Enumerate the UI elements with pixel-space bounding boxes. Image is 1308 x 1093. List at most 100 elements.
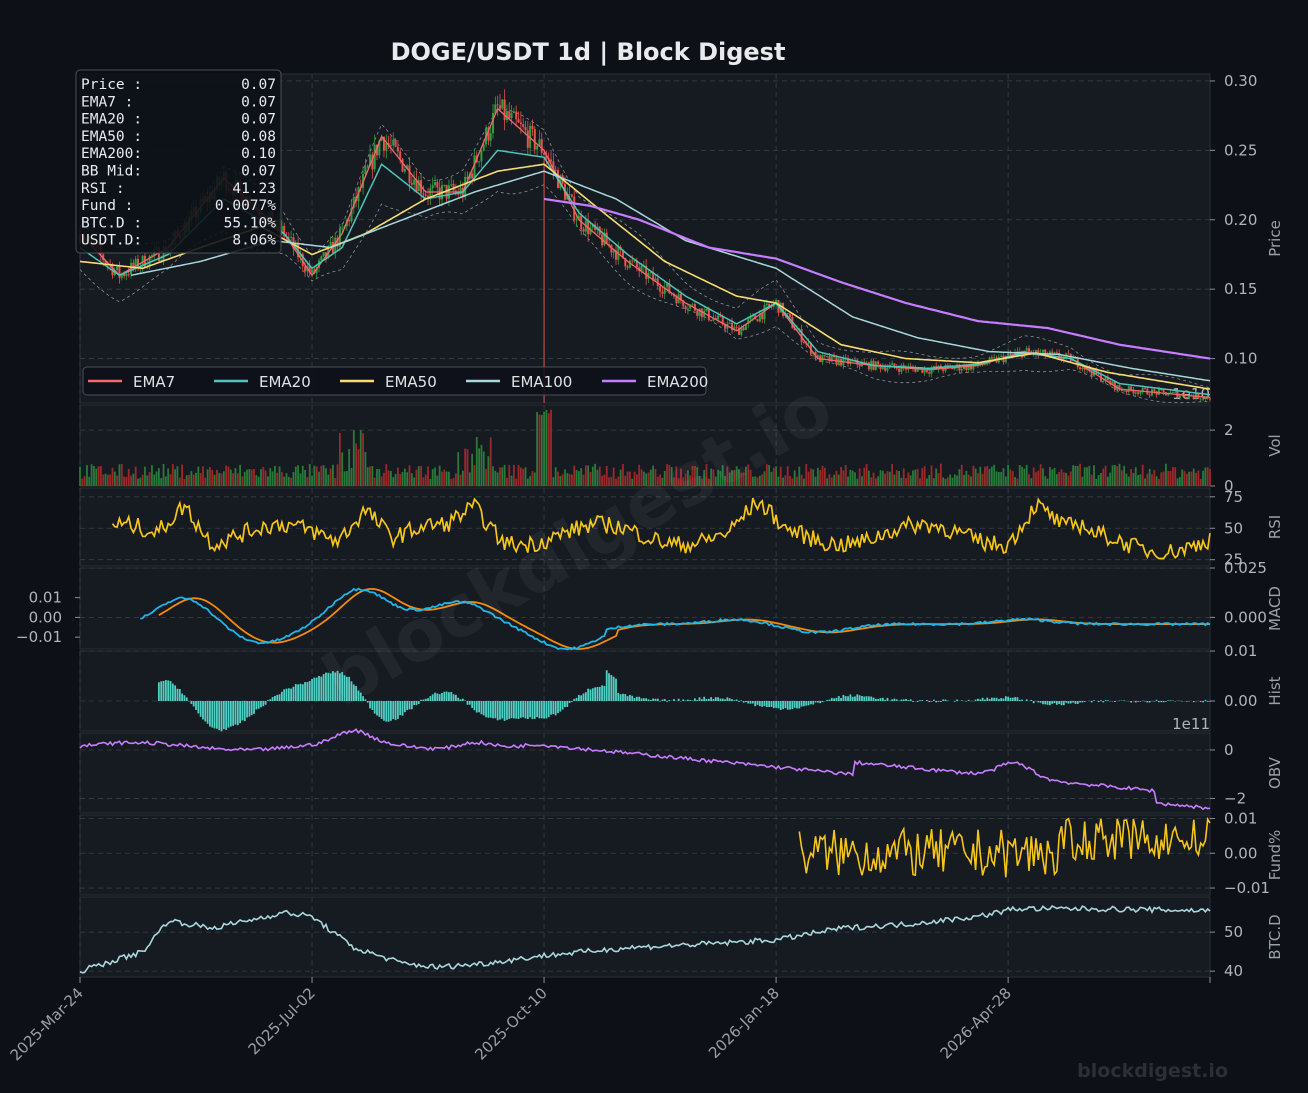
volume-bar [605, 465, 608, 486]
candle-body [304, 266, 307, 272]
volume-bar [733, 470, 736, 486]
volume-bar [554, 467, 557, 486]
volume-bar [1062, 472, 1065, 486]
hist-bar [390, 701, 392, 721]
info-label: Price : [81, 77, 142, 93]
candle-body [967, 363, 970, 370]
volume-bar [1035, 472, 1037, 486]
volume-bar [220, 473, 223, 486]
volume-bar [575, 470, 578, 486]
y-axis-label-price: Price [1266, 220, 1284, 257]
volume-bar [891, 464, 894, 486]
hist-bar [413, 701, 416, 705]
volume-bar [1011, 471, 1014, 486]
hist-bar [775, 701, 777, 708]
candle-body [749, 316, 752, 320]
hist-bar [668, 700, 671, 701]
candle-body [930, 369, 933, 374]
volume-bar [264, 470, 267, 486]
hist-bar [262, 701, 265, 707]
volume-bar [450, 478, 453, 486]
candle-body [120, 273, 123, 278]
x-tick-label: 2025-Mar-24 [7, 984, 87, 1064]
hist-bar [673, 699, 675, 701]
volume-bar [928, 475, 931, 486]
volume-bar [332, 464, 334, 486]
hist-bar [552, 701, 555, 715]
volume-bar [141, 474, 144, 486]
hist-bar [793, 701, 796, 708]
volume-bar [1176, 478, 1179, 486]
candle-body [301, 253, 304, 267]
candle-body [487, 127, 490, 141]
volume-bar [840, 467, 842, 486]
candle-body [1092, 368, 1095, 376]
volume-bar [195, 472, 197, 486]
hist-bar [995, 697, 998, 701]
candle-body [867, 362, 870, 370]
hist-bar [854, 696, 856, 701]
hist-bar [420, 699, 422, 701]
hist-bar [619, 694, 622, 701]
candle-body [1060, 358, 1063, 360]
volume-bar [942, 477, 945, 486]
volume-bar [283, 476, 286, 486]
volume-bar [550, 409, 552, 486]
candle-body [290, 237, 293, 239]
volume-bar [568, 473, 571, 486]
volume-bar [222, 471, 225, 486]
volume-bar [900, 477, 903, 486]
volume-bar [800, 474, 803, 486]
info-label: BTC.D : [81, 215, 142, 231]
candle-body [823, 355, 826, 357]
volume-bar [478, 448, 480, 486]
legend-frame [82, 366, 707, 396]
volume-bar [995, 471, 998, 486]
volume-bar [914, 469, 917, 486]
volume-bar [192, 474, 195, 486]
hist-bar [209, 701, 211, 727]
y-tick-label: 0.000 [1224, 608, 1267, 626]
candle-body [986, 363, 989, 365]
candle-body [1178, 395, 1181, 398]
volume-bar [276, 472, 279, 486]
hist-bar [508, 701, 511, 719]
hist-bar [642, 698, 645, 701]
volume-bar [452, 477, 455, 486]
candle-body [589, 227, 592, 235]
volume-bar [95, 468, 98, 486]
volume-bar [642, 471, 645, 486]
hist-bar [977, 698, 979, 701]
candle-body [621, 249, 624, 259]
volume-bar [262, 466, 265, 486]
candle-body [898, 368, 901, 372]
candle-body [573, 196, 576, 220]
volume-bar [406, 472, 409, 486]
hist-bar [907, 700, 910, 701]
volume-bar [213, 474, 216, 486]
candle-body [160, 260, 163, 262]
volume-bar [457, 452, 460, 486]
volume-bar [844, 464, 847, 486]
candle-body [807, 342, 810, 344]
hist-bar [526, 701, 529, 719]
hist-bar [1058, 701, 1061, 704]
candle-body [127, 273, 130, 275]
volume-bar [524, 467, 527, 486]
volume-bar [854, 472, 856, 486]
candle-body [640, 265, 643, 272]
y-tick-label: 0.01 [1224, 642, 1257, 660]
volume-bar [132, 473, 135, 486]
candle-body [661, 291, 664, 294]
y-tick-label: 0.01 [1224, 809, 1257, 827]
hist-bar [215, 701, 218, 729]
volume-bar [155, 471, 158, 486]
volume-bar [770, 471, 773, 486]
hist-bar [571, 701, 573, 702]
candle-body [545, 154, 548, 159]
volume-bar [496, 472, 499, 486]
volume-bar [905, 477, 907, 486]
hist-bar [584, 692, 587, 701]
hist-bar [881, 697, 884, 701]
x-tick-label: 2025-Oct-10 [471, 984, 551, 1064]
